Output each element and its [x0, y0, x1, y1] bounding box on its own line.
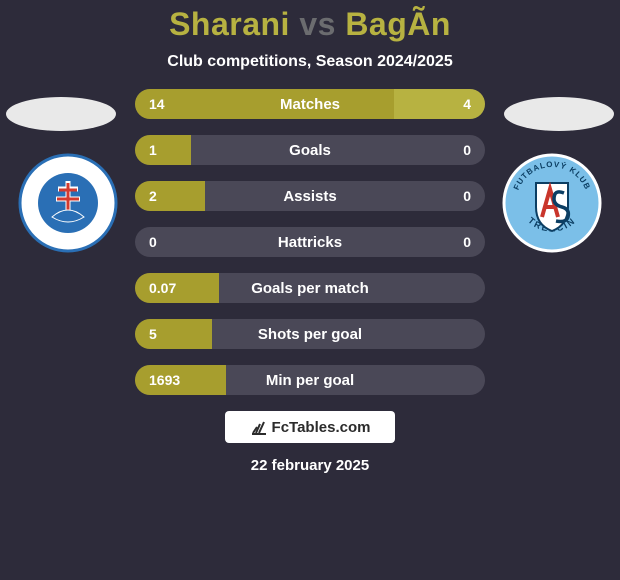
stat-seg-left — [135, 365, 226, 395]
stat-value-left: 0 — [149, 227, 157, 257]
stat-row: Hattricks0 0 — [135, 227, 485, 257]
player-halo-right — [504, 97, 614, 131]
club-crest-right: FUTBALOVÝ KLUB TRENČÍN — [502, 153, 602, 253]
club-crest-left — [18, 153, 118, 253]
title-vs: vs — [299, 6, 336, 42]
stat-seg-right — [394, 89, 485, 119]
stat-bars: Matches144Goals10Assists20Hattricks00Goa… — [135, 89, 485, 395]
stat-seg-left — [135, 273, 219, 303]
player-halo-left — [6, 97, 116, 131]
stat-seg-left — [135, 89, 394, 119]
title-player-left: Sharani — [169, 6, 299, 42]
title-player-right: BagÃn — [336, 6, 451, 42]
stat-row: Min per goal1693 — [135, 365, 485, 395]
stat-value-right: 0 — [463, 181, 471, 211]
stat-row: Assists20 — [135, 181, 485, 211]
stat-seg-left — [135, 135, 191, 165]
fctables-icon — [250, 418, 268, 436]
fctables-text: FcTables.com — [272, 419, 371, 436]
page-title: Sharani vs BagÃn — [0, 0, 620, 43]
stat-row: Shots per goal5 — [135, 319, 485, 349]
stat-seg-left — [135, 319, 212, 349]
comparison-stage: FUTBALOVÝ KLUB TRENČÍN Matches144 Goals10… — [0, 89, 620, 395]
stat-row: Goals10 — [135, 135, 485, 165]
stat-row: Matches144 — [135, 89, 485, 119]
stat-label: Hattricks — [135, 227, 485, 257]
stat-seg-left — [135, 181, 205, 211]
subtitle: Club competitions, Season 2024/2025 — [0, 53, 620, 71]
stat-value-right: 0 — [463, 135, 471, 165]
stat-value-right: 0 — [463, 227, 471, 257]
stat-row: Goals per match0.07 — [135, 273, 485, 303]
fctables-logo: FcTables.com — [225, 411, 395, 443]
comparison-date: 22 february 2025 — [0, 457, 620, 474]
